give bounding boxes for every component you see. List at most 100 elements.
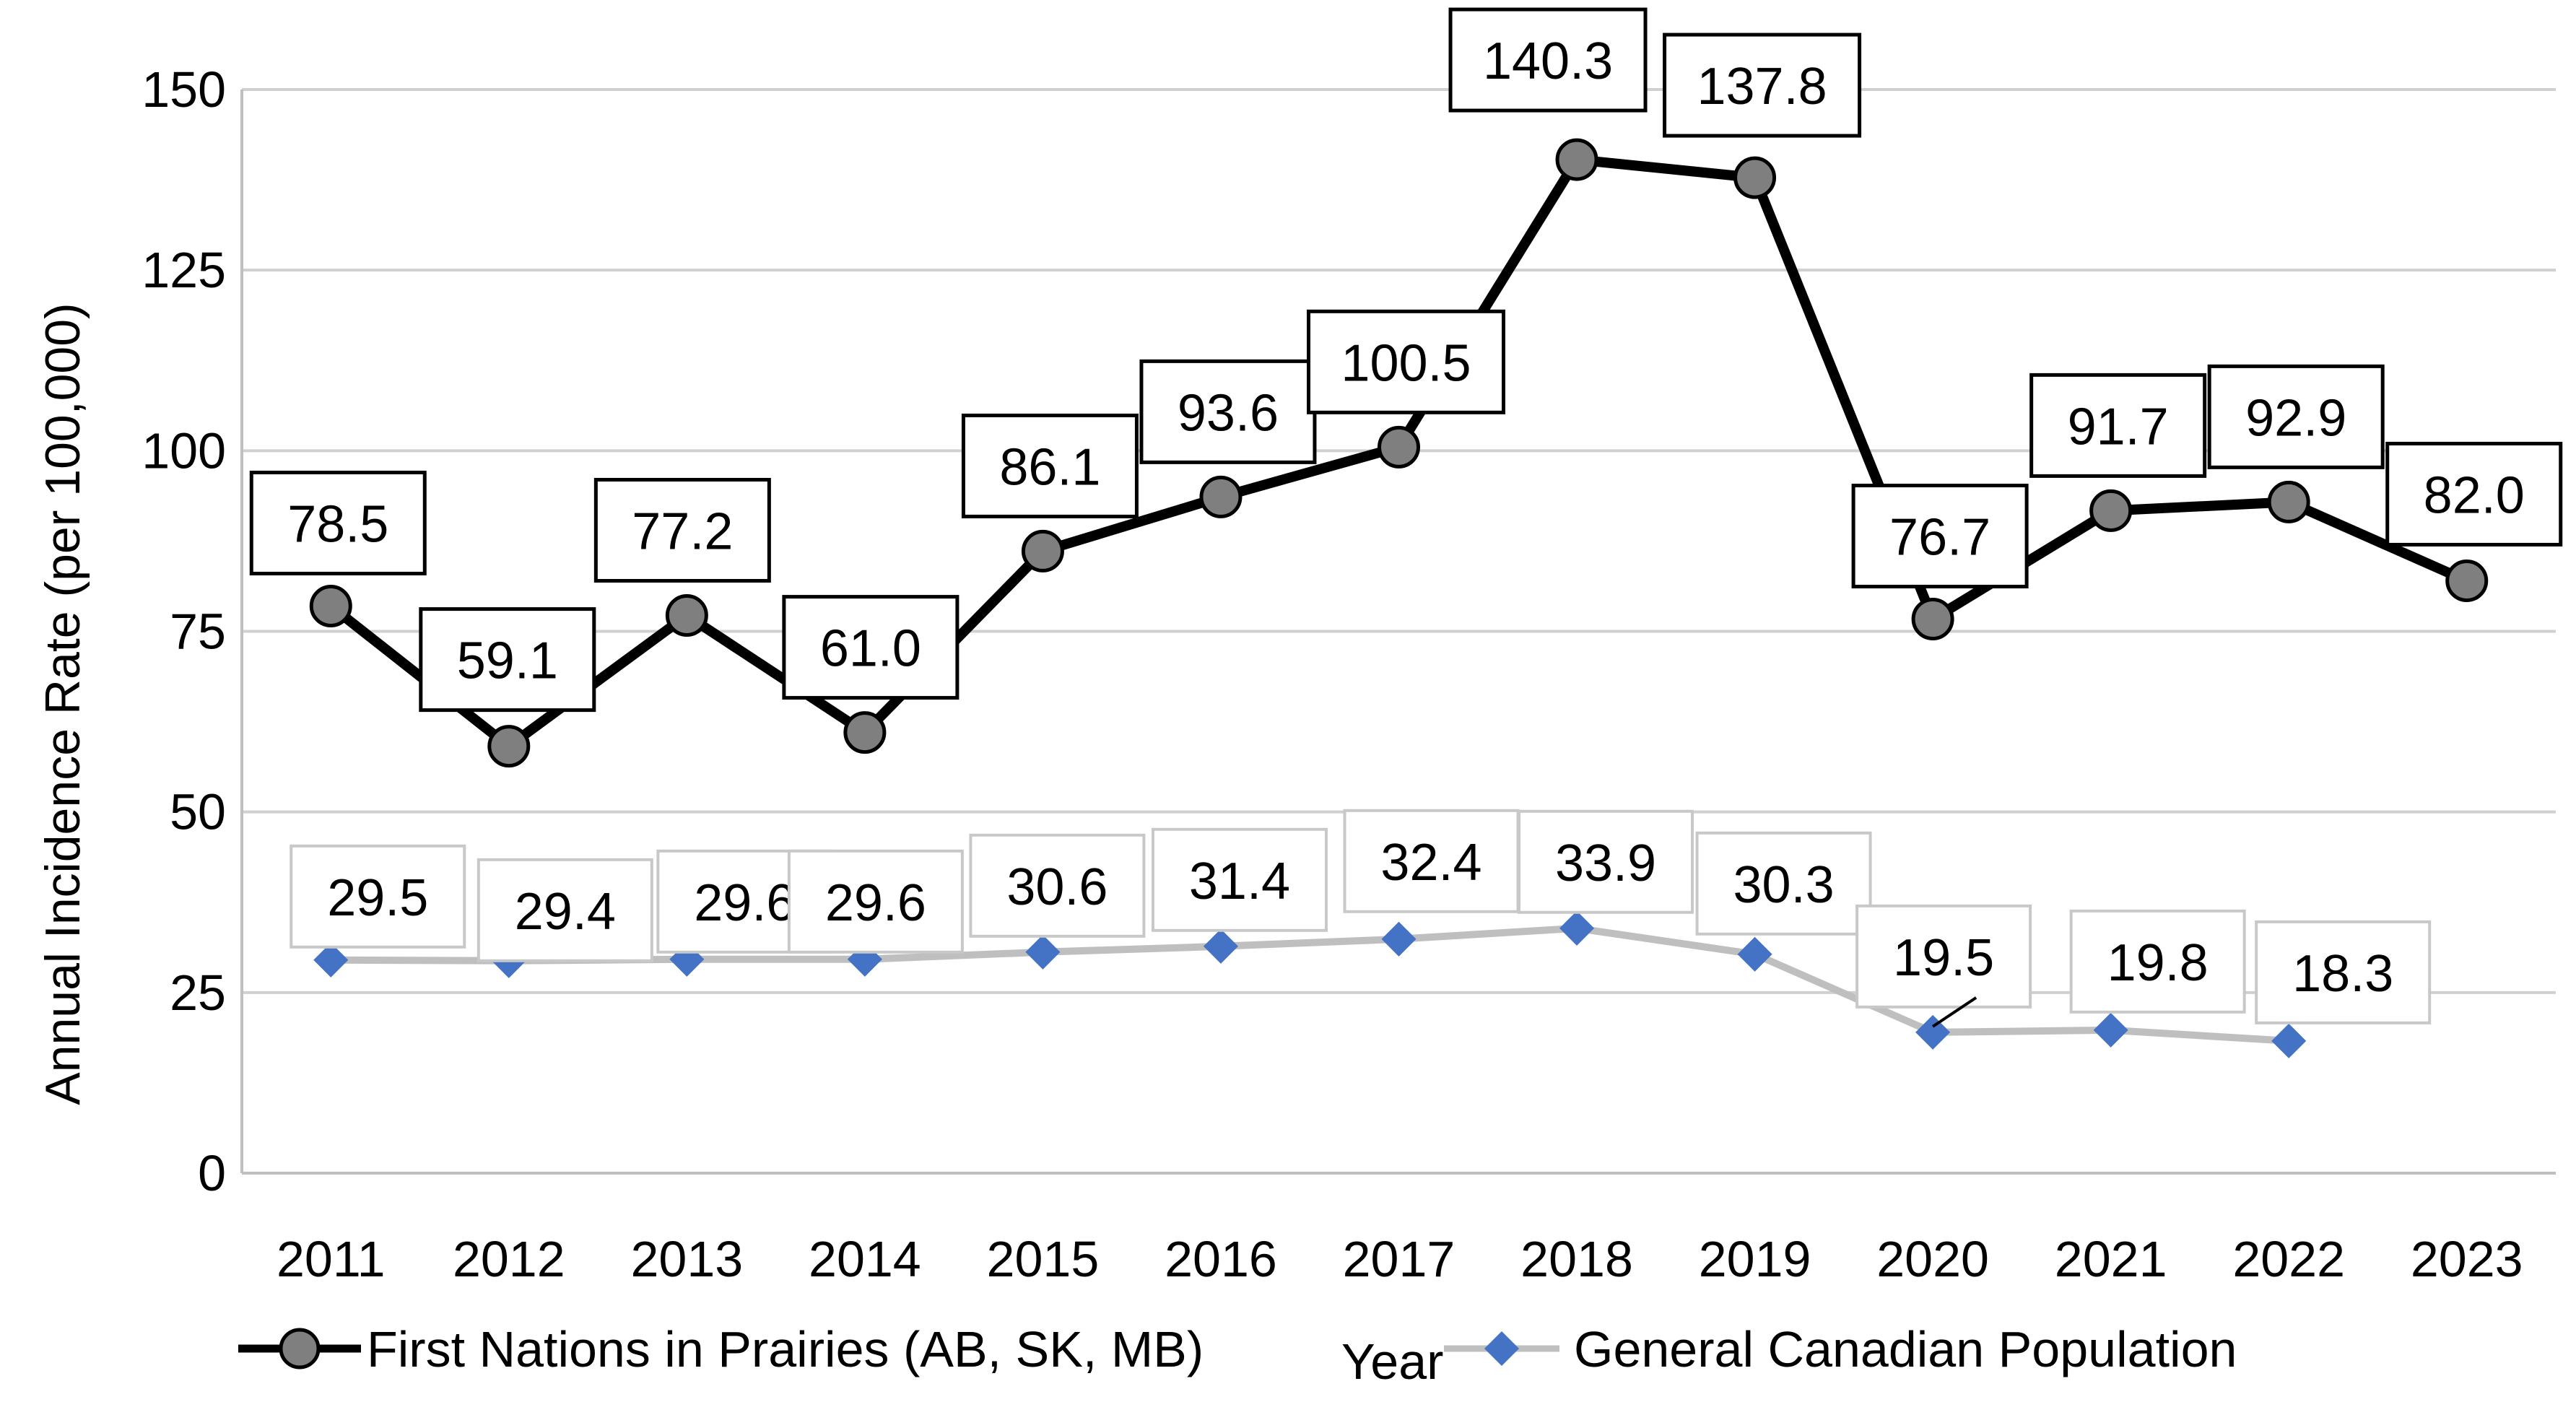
data-label-box [1448,7,1648,113]
data-label-s1-2012: 29.4 [477,858,653,962]
x-tick-label-2020: 2020 [1876,1231,1989,1287]
data-label-s1-2011: 29.5 [290,844,466,949]
point-s0-2020 [1911,597,1954,640]
point-s1-2019 [1737,936,1772,972]
y-tick-label-0: 0 [198,1145,226,1201]
x-tick-label-2012: 2012 [453,1231,565,1287]
data-label-s1-2014: 29.6 [787,849,964,954]
x-tick-label-2013: 2013 [630,1231,743,1287]
data-label-box [1663,32,1862,138]
data-label-s0-2023: 82.0 [2385,441,2563,547]
data-label-box [1307,309,1505,414]
data-label-box [419,607,596,713]
data-label-text: 29.4 [515,883,616,941]
y-tick-label-50: 50 [170,784,226,840]
data-label-s1-2021: 19.8 [2069,909,2246,1014]
x-tick-label-2014: 2014 [809,1231,921,1287]
x-axis-title: Year [1341,1333,1443,1390]
x-tick-label-2022: 2022 [2232,1231,2345,1287]
data-label-box [1855,904,2032,1009]
legend-label-first-nations: First Nations in Prairies (AB, SK, MB) [367,1321,1204,1377]
data-label-box [1151,827,1328,932]
point-s0-2018 [1555,138,1598,181]
point-s1-2022 [2271,1023,2307,1058]
data-label-text: 29.6 [825,874,926,932]
point-s1-2020 [1915,1014,1951,1050]
data-label-s0-2014: 61.0 [782,595,960,700]
y-tick-label-150: 150 [142,61,226,118]
data-label-s1-2017: 32.4 [1343,809,1520,913]
point-s1-2016 [1203,928,1239,964]
data-label-text: 59.1 [457,632,558,690]
point-s1-2015 [1025,934,1061,970]
data-label-s0-2018: 140.3 [1448,7,1648,113]
data-label-text: 76.7 [1889,508,1990,566]
legend: First Nations in Prairies (AB, SK, MB) Y… [238,1321,2237,1390]
data-label-box [477,858,653,962]
point-s0-2014 [843,711,887,754]
data-label-s0-2022: 92.9 [2207,364,2385,469]
x-tick-label-2018: 2018 [1520,1231,1633,1287]
data-label-s1-2019: 30.3 [1695,831,1872,936]
data-label-text: 30.6 [1006,858,1108,916]
data-label-box [1139,359,1317,464]
data-label-s0-2021: 91.7 [2029,373,2207,478]
data-label-box [1851,483,2029,588]
data-label-box [961,413,1139,518]
point-s0-2011 [309,584,352,627]
data-label-text: 91.7 [2068,398,2169,456]
y-tick-label-25: 25 [170,965,226,1021]
data-label-text: 19.8 [2107,934,2209,992]
y-tick-label-100: 100 [142,422,226,479]
point-s0-2015 [1021,529,1064,572]
data-label-box [2029,373,2207,478]
data-label-s0-2019: 137.8 [1663,32,1862,138]
data-label-box [1695,831,1872,936]
data-label-text: 137.8 [1697,58,1827,116]
data-label-box [969,833,1146,938]
point-s1-2018 [1559,910,1595,946]
series-line-1 [327,924,2293,1045]
data-label-s0-2020: 76.7 [1851,483,2029,588]
data-label-s0-2013: 77.2 [593,477,771,583]
data-label-text: 86.1 [999,438,1100,496]
data-label-s0-2016: 93.6 [1139,359,1317,464]
point-s0-2021 [2089,489,2133,532]
legend-label-general-population: General Canadian Population [1574,1321,2237,1377]
x-tick-label-2023: 2023 [2411,1231,2523,1287]
point-s1-2017 [1381,921,1417,957]
data-label-text: 19.5 [1893,929,1994,987]
data-label-s0-2011: 78.5 [249,470,427,575]
x-tick-label-2017: 2017 [1343,1231,1455,1287]
data-label-text: 140.3 [1483,32,1613,90]
data-label-text: 77.2 [632,502,733,560]
data-label-box [1518,809,1694,914]
legend-marker-general-population [1484,1331,1520,1367]
point-s0-2017 [1378,425,1420,469]
x-tick-label-2019: 2019 [1699,1231,1811,1287]
data-label-text: 33.9 [1555,835,1656,892]
y-axis-title: Annual Incidence Rate (per 100,000) [35,302,90,1105]
data-label-box [787,849,964,954]
data-label-text: 18.3 [2292,945,2393,1003]
data-label-s1-2022: 18.3 [2255,920,2432,1024]
data-label-text: 92.9 [2245,389,2346,447]
data-label-s1-2016: 31.4 [1151,827,1328,932]
data-label-box [2207,364,2385,469]
data-label-text: 78.5 [287,495,388,553]
data-label-box [249,470,427,575]
axes: 0 25 50 75 100 125 150 2011 2012 2013 2014 2015 2016… [142,61,2556,1287]
data-label-box [2069,909,2246,1014]
point-s0-2012 [487,725,531,768]
data-label-box [1343,809,1520,913]
data-label-text: 93.6 [1178,384,1279,442]
point-s0-2019 [1733,156,1777,199]
data-label-box [782,595,960,700]
data-label-s0-2017: 100.5 [1307,309,1505,414]
data-label-s0-2012: 59.1 [419,607,596,713]
data-label-text: 29.5 [327,869,428,927]
data-label-text: 82.0 [2424,466,2525,524]
data-label-box [290,844,466,949]
data-label-text: 30.3 [1733,856,1835,914]
